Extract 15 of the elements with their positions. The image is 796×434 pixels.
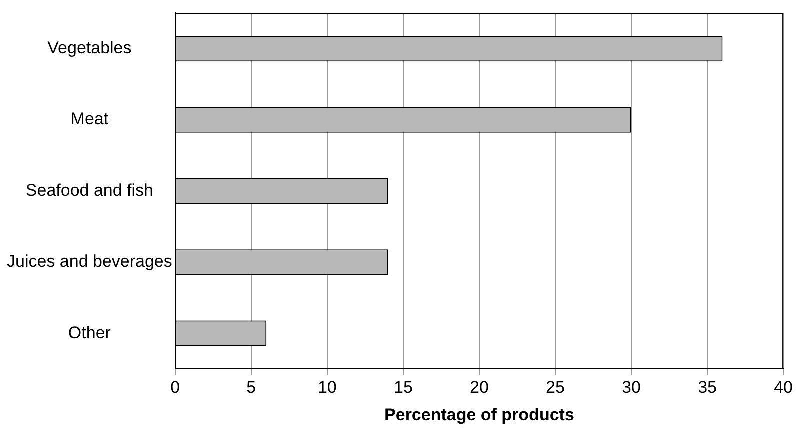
y-tick-label: Seafood and fish xyxy=(26,180,154,200)
x-tick-label: 35 xyxy=(698,378,717,398)
x-tick-label: 15 xyxy=(394,378,413,398)
x-tick-label: 0 xyxy=(170,378,180,398)
x-axis-title: Percentage of products xyxy=(384,405,574,424)
y-tick-label: Meat xyxy=(70,110,109,129)
x-tick-label: 25 xyxy=(546,378,565,398)
y-tick-label: Other xyxy=(68,323,112,342)
x-tick-label: 40 xyxy=(774,378,794,398)
x-tick-label: 20 xyxy=(470,378,489,398)
x-tick-label: 30 xyxy=(622,378,641,398)
x-tick-label: 5 xyxy=(246,378,256,398)
y-tick-label: Vegetables xyxy=(48,38,132,58)
x-tick-label: 10 xyxy=(318,378,337,398)
y-tick-label: Juices and beverages xyxy=(6,252,172,272)
